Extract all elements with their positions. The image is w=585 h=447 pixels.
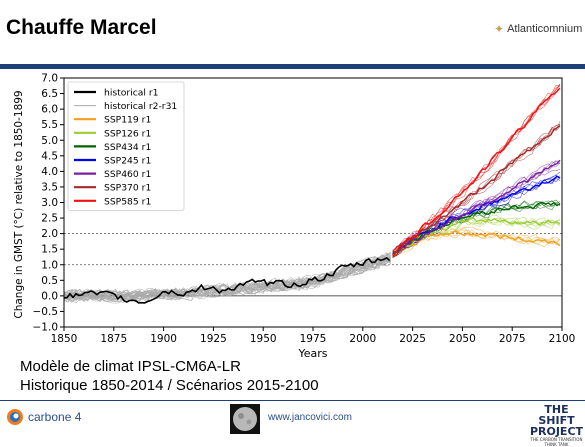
y-tick-label: 5.0 bbox=[41, 135, 58, 147]
series-line bbox=[392, 201, 561, 254]
y-tick-label: 2.0 bbox=[41, 228, 58, 240]
y-tick-label: 3.5 bbox=[41, 181, 58, 193]
y-tick-label: 0.0 bbox=[41, 290, 58, 302]
shift-logo-tagline: THE CARBON TRANSITION THINK TANK bbox=[530, 437, 583, 447]
x-tick-label: 2050 bbox=[449, 333, 476, 345]
y-tick-label: 6.5 bbox=[41, 88, 58, 100]
scenario-ensemble-line bbox=[392, 83, 561, 254]
x-tick-label: 1925 bbox=[200, 333, 227, 345]
legend-label: historical r1 bbox=[104, 88, 159, 99]
legend-label: SSP126 r1 bbox=[104, 128, 151, 139]
scenario-ensemble-line bbox=[392, 217, 561, 254]
y-axis-label: Change in GMST (°C) relative to 1850-189… bbox=[13, 90, 25, 318]
header-divider bbox=[0, 64, 585, 69]
y-axis-ticks: −1.0 −0.5 0.0 0.5 1.0 1.5 2.0 2.5 3.0 3.5 4.0 4.5 5.… bbox=[33, 73, 64, 334]
shift-project-logo: THE SHIFT PROJECT THE CARBON TRANSITION … bbox=[528, 404, 585, 447]
projection-ensemble-lines bbox=[392, 83, 561, 259]
series-line bbox=[392, 125, 561, 256]
legend-label: SSP370 r1 bbox=[104, 183, 151, 194]
carbone4-swirl-icon bbox=[7, 409, 23, 425]
series-line bbox=[392, 87, 561, 257]
website-link[interactable]: www.jancovici.com bbox=[268, 412, 352, 423]
series-line bbox=[392, 159, 561, 253]
series-line bbox=[392, 175, 561, 255]
legend-label: historical r2-r31 bbox=[104, 101, 177, 112]
y-tick-label: 6.0 bbox=[41, 104, 58, 116]
ensemble-member-line bbox=[63, 258, 391, 301]
y-tick-label: 0.5 bbox=[41, 275, 58, 287]
temperature-chart: 1850 1875 1900 1925 1950 1975 2000 2025 2050 2075… bbox=[13, 73, 576, 361]
bird-icon: ✦ bbox=[494, 22, 505, 36]
y-tick-label: 4.5 bbox=[41, 150, 58, 162]
caption-model: Modèle de climat IPSL-CM6A-LR bbox=[20, 358, 241, 375]
ensemble-member-line bbox=[63, 256, 391, 304]
y-tick-label: 5.5 bbox=[41, 119, 58, 131]
x-tick-label: 2075 bbox=[499, 333, 526, 345]
shift-logo-line2: PROJECT bbox=[529, 425, 584, 438]
carbone4-label: carbone 4 bbox=[28, 410, 82, 424]
y-tick-label: −1.0 bbox=[33, 322, 59, 334]
footer-divider bbox=[0, 400, 585, 401]
caption-periods: Historique 1850-2014 / Scénarios 2015-21… bbox=[20, 377, 319, 394]
x-axis-label: Years bbox=[297, 347, 327, 360]
x-tick-label: 2100 bbox=[549, 333, 576, 345]
legend-label: SSP585 r1 bbox=[104, 196, 151, 207]
y-tick-label: 2.5 bbox=[41, 213, 58, 225]
y-tick-label: 7.0 bbox=[41, 73, 58, 85]
page-title: Chauffe Marcel bbox=[6, 16, 157, 39]
legend: historical r1 historical r2-r31 SSP119 r1 S… bbox=[67, 81, 185, 211]
shift-logo-line1: THE SHIFT bbox=[538, 403, 575, 427]
y-tick-label: 3.0 bbox=[41, 197, 58, 209]
moon-icon bbox=[233, 407, 257, 431]
legend-box bbox=[67, 81, 185, 211]
series-lines bbox=[63, 87, 561, 304]
brand-logo: ✦ Atlanticomnium bbox=[494, 22, 582, 36]
legend-label: SSP460 r1 bbox=[104, 169, 151, 180]
historical-ensemble-lines bbox=[63, 251, 391, 304]
x-tick-label: 1850 bbox=[51, 333, 78, 345]
brand-name: Atlanticomnium bbox=[507, 23, 583, 35]
carbone4-logo: carbone 4 bbox=[6, 408, 81, 426]
y-tick-label: 4.0 bbox=[41, 166, 58, 178]
ensemble-member-line bbox=[63, 257, 391, 303]
legend-label: SSP119 r1 bbox=[104, 115, 151, 126]
series-line bbox=[63, 256, 391, 304]
x-tick-label: 2000 bbox=[349, 333, 376, 345]
x-tick-label: 1975 bbox=[300, 333, 327, 345]
y-tick-label: 1.0 bbox=[41, 259, 58, 271]
moon-photo bbox=[230, 404, 260, 434]
legend-label: SSP434 r1 bbox=[104, 142, 151, 153]
x-tick-label: 1875 bbox=[100, 333, 127, 345]
x-axis-ticks: 1850 1875 1900 1925 1950 1975 2000 2025 2050 2075… bbox=[51, 327, 576, 345]
x-tick-label: 1900 bbox=[150, 333, 177, 345]
x-tick-label: 2025 bbox=[399, 333, 426, 345]
y-tick-label: −0.5 bbox=[33, 306, 59, 318]
legend-label: SSP245 r1 bbox=[104, 156, 151, 167]
x-tick-label: 1950 bbox=[250, 333, 277, 345]
scenario-ensemble-line bbox=[392, 177, 561, 257]
y-tick-label: 1.5 bbox=[41, 244, 58, 256]
scenario-ensemble-line bbox=[392, 200, 561, 259]
